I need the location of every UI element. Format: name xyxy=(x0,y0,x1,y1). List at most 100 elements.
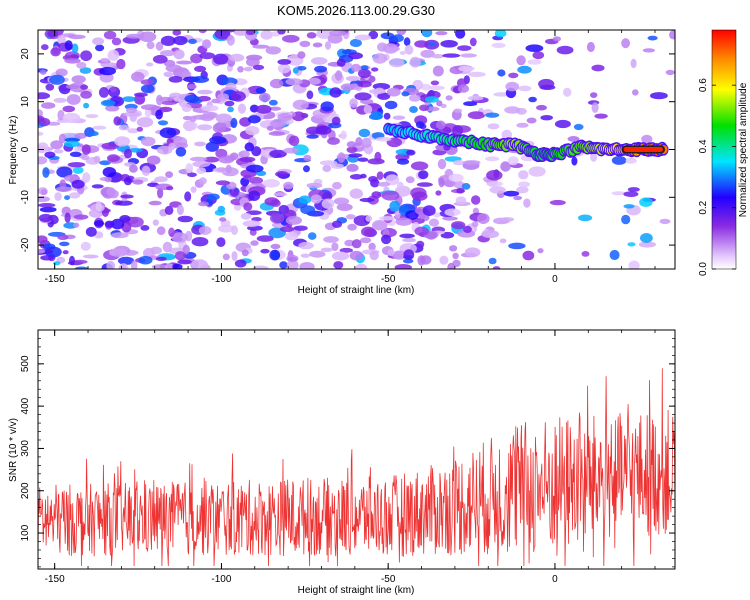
spectrogram-cell xyxy=(414,226,429,236)
spectrogram-cell xyxy=(556,45,574,55)
spectrogram-cell xyxy=(132,179,144,185)
spectrogram-cell xyxy=(438,177,445,188)
spectrogram-cell xyxy=(425,231,437,240)
colorbar-tick-label: 0.0 xyxy=(698,262,709,276)
spectrogram-cell xyxy=(314,65,328,73)
spectrogram-cell xyxy=(374,151,382,163)
spectrogram-cell xyxy=(306,32,317,39)
spectrogram-cell xyxy=(273,192,288,197)
spectrogram-cell xyxy=(194,141,206,147)
spectrogram-cell xyxy=(73,222,80,228)
spectrogram-cell xyxy=(270,118,287,128)
spectrogram-cell xyxy=(532,51,545,60)
spectrogram-cell xyxy=(319,160,338,166)
spectrogram-ylabel: Frequency (Hz) xyxy=(8,116,19,185)
spectrogram-cell xyxy=(155,41,164,51)
spectrogram-cell xyxy=(316,30,332,39)
spectrogram-cell xyxy=(641,134,653,144)
spectrogram-cell xyxy=(231,251,238,261)
spectrogram-cell xyxy=(416,182,433,187)
spectrogram-cell xyxy=(528,166,546,177)
spectrogram-cell xyxy=(427,42,436,47)
spectrogram-cell xyxy=(433,212,441,218)
spectrogram-cell xyxy=(198,226,212,235)
spectrogram-cell xyxy=(463,160,481,165)
spectrogram-cell xyxy=(64,137,80,143)
spectrogram-cell xyxy=(378,181,391,187)
spectrogram-cell xyxy=(395,217,412,226)
spectrogram-cell xyxy=(518,85,532,92)
spectrogram-cell xyxy=(182,121,198,131)
spectrogram-cell xyxy=(368,176,378,183)
spectrogram-cell xyxy=(445,95,453,101)
spectrogram-cell xyxy=(516,122,529,128)
spectrogram-cell xyxy=(346,141,357,148)
spectrogram-cell xyxy=(394,264,412,269)
spectrogram-cell xyxy=(537,248,544,254)
snr-ytick-label: 300 xyxy=(20,440,31,457)
spectrogram-cell xyxy=(467,71,486,77)
spectrogram-cell xyxy=(411,191,428,201)
spectrogram-cell xyxy=(104,220,115,228)
spectrogram-cell xyxy=(146,155,161,165)
spectrogram-cell xyxy=(49,74,65,85)
spectrogram-cell xyxy=(177,259,193,265)
spectrogram-cell xyxy=(187,84,197,90)
spectrogram-cell xyxy=(74,266,89,269)
spectrogram-cell xyxy=(74,132,87,139)
spectrogram-cell xyxy=(307,77,321,85)
spectrogram-cell xyxy=(150,246,163,255)
spectrogram-cell xyxy=(638,241,657,248)
spectrogram-cell xyxy=(246,57,260,67)
spectrogram-cell xyxy=(504,106,521,114)
spectrogram-cell xyxy=(442,216,458,221)
spectrogram-cell xyxy=(159,127,177,139)
snr-xtick-label: -50 xyxy=(381,574,396,585)
spectrogram-cell xyxy=(248,190,261,201)
spectrogram-cell xyxy=(331,251,350,261)
spectrogram-cell xyxy=(286,254,299,263)
spectrogram-cell xyxy=(255,104,272,114)
spectrogram-cell xyxy=(590,92,598,98)
spectrogram-cell xyxy=(115,200,133,206)
spectrogram-cell xyxy=(99,160,111,166)
spectrogram-cell xyxy=(409,94,421,102)
spectrogram-cell xyxy=(299,262,315,269)
spectrogram-cell xyxy=(269,78,284,89)
spectrogram-cell xyxy=(286,259,299,269)
spectrogram-cell xyxy=(214,30,231,40)
spectrogram-cell xyxy=(47,30,59,38)
spectrogram-cell xyxy=(241,249,249,257)
spectrogram-cell xyxy=(627,187,640,192)
spectrogram-cell xyxy=(156,226,166,236)
spectrogram-cell xyxy=(73,146,84,152)
spectrogram-cell xyxy=(516,186,529,194)
snr-axes: -150 -100 -50 0 100 200 300 400 500 xyxy=(20,329,675,585)
spectrogram-cell xyxy=(38,92,51,100)
spectrogram-cell xyxy=(123,111,141,117)
spectrogram-cell xyxy=(275,171,289,178)
spectrogram-cell xyxy=(182,244,190,255)
spectrogram-cell xyxy=(59,241,70,247)
snr-frame xyxy=(37,329,676,570)
spectrogram-cell xyxy=(176,204,184,216)
spectrogram-cell xyxy=(414,40,429,48)
spectrogram-cell xyxy=(346,214,356,220)
spectrogram-cell xyxy=(361,226,376,237)
spectrogram-cell xyxy=(171,232,188,243)
spectrogram-cell xyxy=(418,170,429,180)
spectrogram-cell xyxy=(38,142,49,154)
spectrogram-cell xyxy=(136,117,154,128)
spectrogram-cell xyxy=(58,133,66,144)
spectrogram-cell xyxy=(163,71,174,78)
spectrogram-cell xyxy=(320,101,334,112)
spectrogram-cell xyxy=(50,140,63,150)
spectrogram-cell xyxy=(184,94,200,103)
spectrogram-cell xyxy=(201,104,219,112)
spectrogram-cell xyxy=(310,194,322,204)
snr-ytick-label: 400 xyxy=(20,397,31,414)
spectrogram-cell xyxy=(266,125,274,131)
spectrogram-cell xyxy=(45,83,55,91)
spectrogram-cell xyxy=(64,195,71,201)
spectrogram-cell xyxy=(492,266,501,269)
